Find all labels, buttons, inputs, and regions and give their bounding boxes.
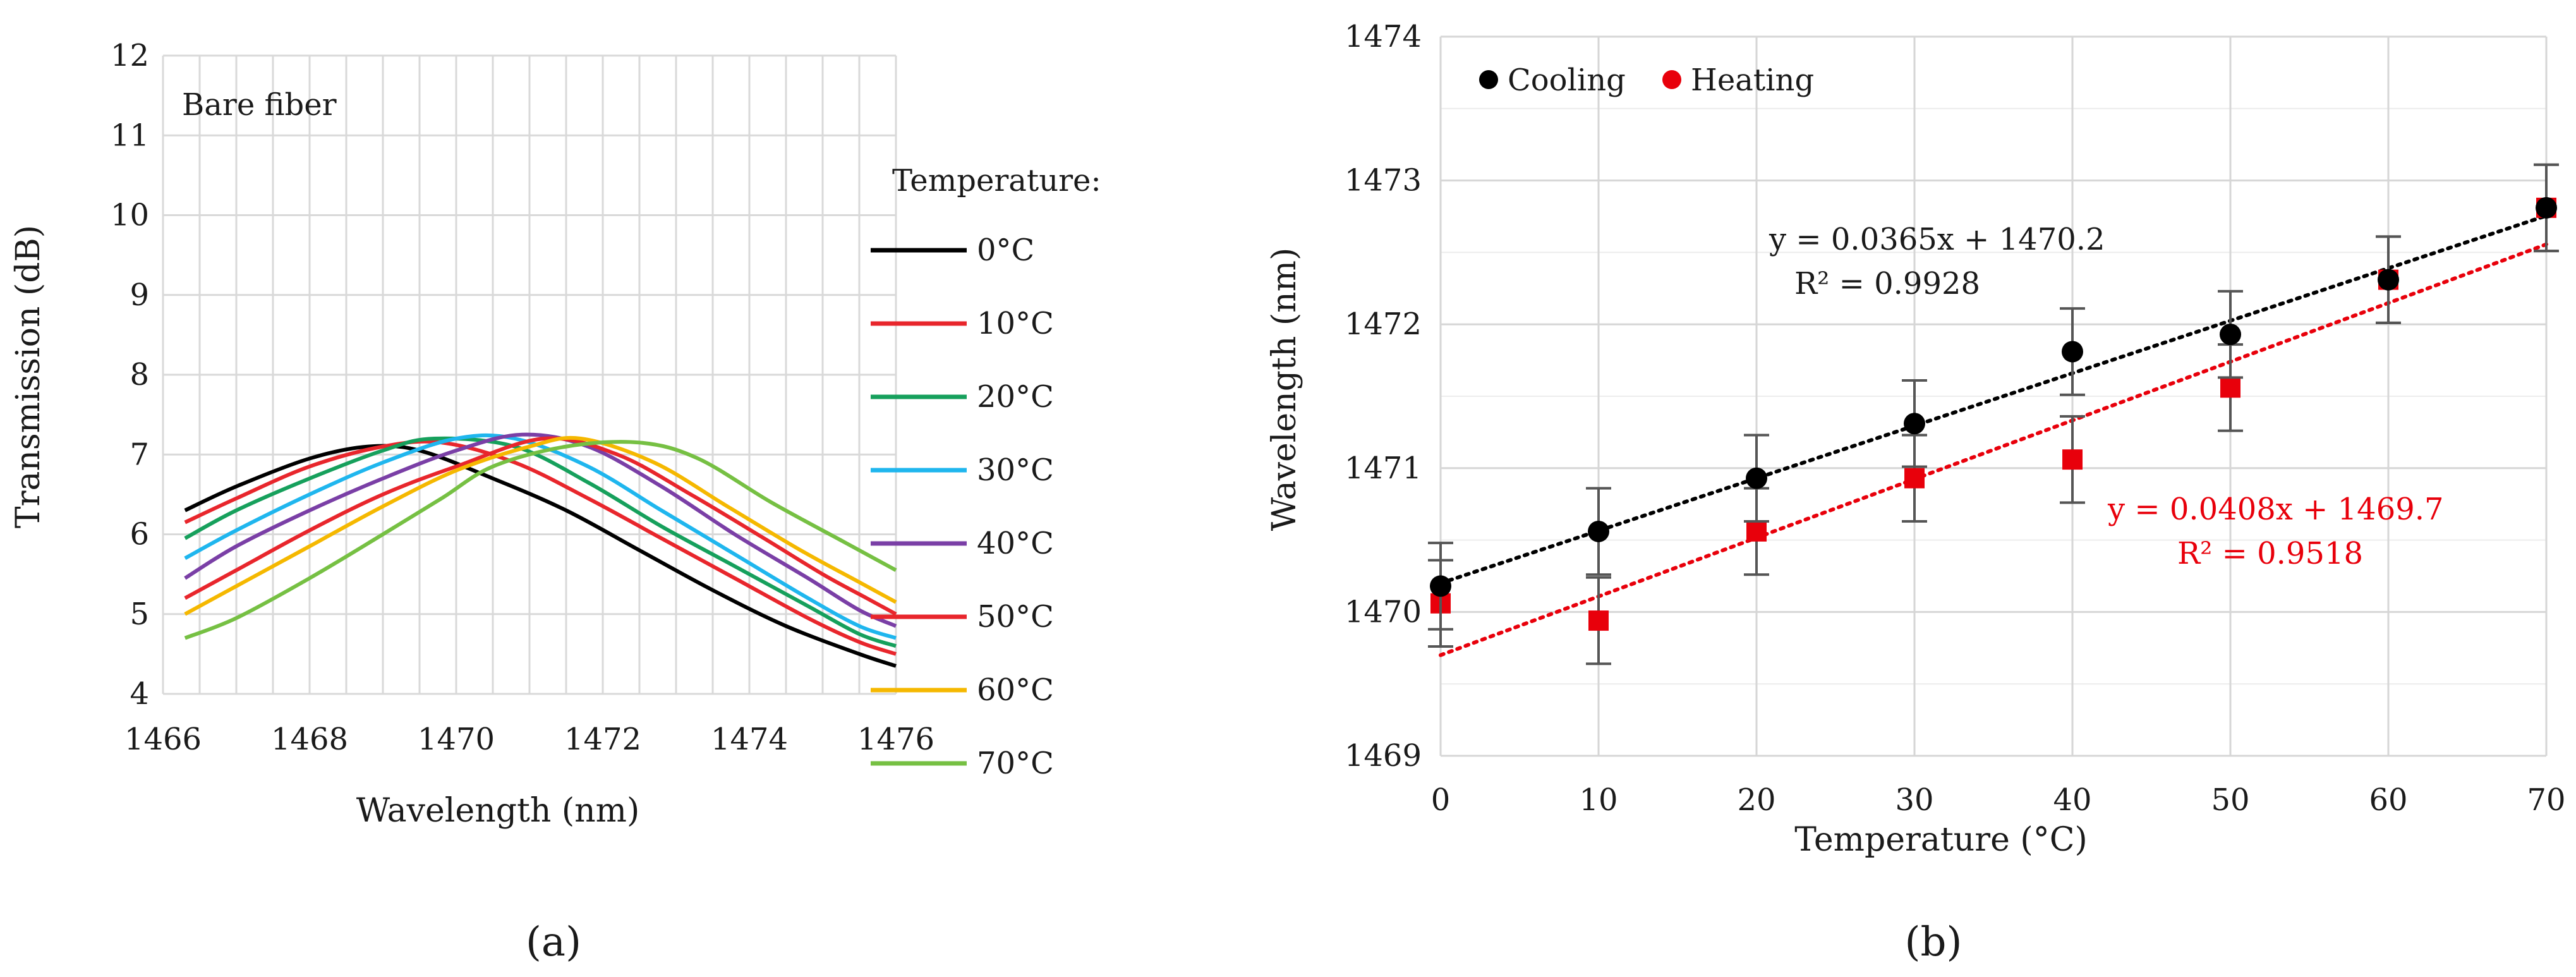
- panel-b-x-tick-label: 30: [1895, 782, 1933, 818]
- panel-b-label: (b): [1905, 919, 1962, 966]
- cooling-data-point: [2378, 269, 2399, 291]
- panel-a-legend-label: 10°C: [977, 306, 1054, 341]
- cooling-trendline-equation: y = 0.0365x + 1470.2: [1769, 222, 2105, 257]
- panel-a-y-tick-label: 6: [130, 517, 149, 552]
- cooling-data-point: [2062, 341, 2083, 363]
- panel-a-series-line-6: [184, 435, 897, 616]
- panel-a-x-tick-label: 1468: [271, 722, 348, 757]
- panel-a-legend-label: 50°C: [977, 599, 1054, 634]
- panel-b-x-tick-label: 20: [1737, 782, 1775, 818]
- panel-b-x-tick-label: 50: [2211, 782, 2249, 818]
- heating-data-point: [1588, 610, 1609, 631]
- panel-a-y-tick-label: 10: [111, 198, 149, 233]
- panel-b-y-tick-label: 1472: [1345, 306, 1422, 342]
- panel-b-x-tick-label: 10: [1579, 782, 1618, 818]
- panel-a-x-axis-label: Wavelength (nm): [356, 792, 640, 830]
- panel-a-y-tick-label: 8: [130, 357, 149, 392]
- panel-b-x-tick-label: 60: [2369, 782, 2407, 818]
- panel-b-x-tick-label: 40: [2053, 782, 2091, 818]
- heating-legend-marker: [1662, 70, 1681, 89]
- panel-a-legend-label: 0°C: [977, 233, 1034, 268]
- panel-a-y-tick-label: 12: [111, 38, 149, 73]
- panel-b-x-axis-label: Temperature (°C): [1794, 821, 2088, 859]
- panel-b-x-tick-label: 70: [2527, 782, 2565, 818]
- panel-a-legend-label: 40°C: [977, 526, 1054, 561]
- panel-b-trendline-cooling: [1439, 214, 2548, 585]
- heating-trendline-equation: y = 0.0408x + 1469.7: [2107, 492, 2444, 527]
- cooling-legend-label: Cooling: [1508, 63, 1626, 98]
- panel-a-y-tick-label: 7: [130, 437, 149, 472]
- cooling-data-point: [1588, 520, 1609, 542]
- panel-a-x-tick-label: 1466: [124, 722, 202, 757]
- cooling-data-point: [2220, 324, 2241, 346]
- panel-a-annotation: Bare fiber: [182, 87, 337, 123]
- cooling-trendline-r2: R² = 0.9928: [1794, 266, 1980, 301]
- panel-b-y-tick-label: 1473: [1345, 163, 1422, 198]
- panel-a-legend-label: 60°C: [977, 672, 1054, 708]
- panel-a-x-tick-label: 1472: [564, 722, 641, 757]
- panel-b-y-tick-label: 1471: [1345, 451, 1422, 486]
- panel-b-y-axis-label: Wavelength (nm): [1266, 248, 1303, 531]
- cooling-legend-marker: [1479, 70, 1498, 89]
- cooling-data-point: [1904, 413, 1925, 435]
- panel-a-legend-title: Temperature:: [892, 163, 1101, 198]
- panel-a-chart: 4 5 6 7 8 9 10 11 12 1466 1468 1470 1472 1474 1476 Bar…: [9, 38, 1101, 966]
- cooling-data-point: [1746, 467, 1767, 489]
- heating-trendline-r2: R² = 0.9518: [2177, 536, 2363, 571]
- heating-legend-label: Heating: [1691, 63, 1814, 98]
- panel-a-y-tick-label: 9: [130, 277, 149, 313]
- panel-a-series-line-3: [184, 433, 897, 640]
- panel-b-y-tick-label: 1469: [1345, 738, 1422, 774]
- panel-a-y-tick-label: 5: [130, 597, 149, 632]
- panel-a-legend-label: 30°C: [977, 452, 1054, 488]
- panel-a-series-line-0: [184, 444, 897, 668]
- panel-b-y-tick-label: 1474: [1345, 19, 1422, 54]
- panel-b-x-tick-label: 0: [1431, 782, 1451, 818]
- panel-a-legend-label: 70°C: [977, 746, 1054, 781]
- panel-a-series-line-2: [184, 436, 897, 648]
- heating-data-point: [1746, 521, 1767, 542]
- panel-b-y-tick-label: 1470: [1345, 594, 1422, 629]
- panel-a-label: (a): [526, 919, 581, 966]
- cooling-data-point: [1430, 575, 1451, 597]
- heating-data-point: [2220, 377, 2240, 398]
- panel-a-series-line-4: [184, 432, 897, 628]
- cooling-data-point: [2536, 197, 2557, 219]
- panel-a-x-tick-label: 1470: [418, 722, 495, 757]
- panel-b-legend: Cooling Heating: [1479, 63, 1814, 98]
- panel-a-y-axis-label: Transmission (dB): [9, 225, 47, 528]
- panel-a-legend-label: 20°C: [977, 379, 1054, 415]
- panel-a-series-line-1: [184, 439, 897, 656]
- heating-data-point: [2062, 449, 2083, 470]
- panel-b-chart: 0 10 20 30 40 50 60 70146914701471147214731474 …: [1266, 19, 2566, 966]
- panel-b-trendline-heating: [1439, 242, 2548, 657]
- panel-a-series-line-7: [184, 440, 897, 640]
- panel-a-y-tick-label: 11: [111, 118, 149, 153]
- panel-a-x-tick-label: 1474: [711, 722, 788, 757]
- panel-a-x-tick-label: 1476: [857, 722, 934, 757]
- panel-a-y-tick-label: 4: [130, 676, 149, 712]
- heating-data-point: [1904, 468, 1925, 488]
